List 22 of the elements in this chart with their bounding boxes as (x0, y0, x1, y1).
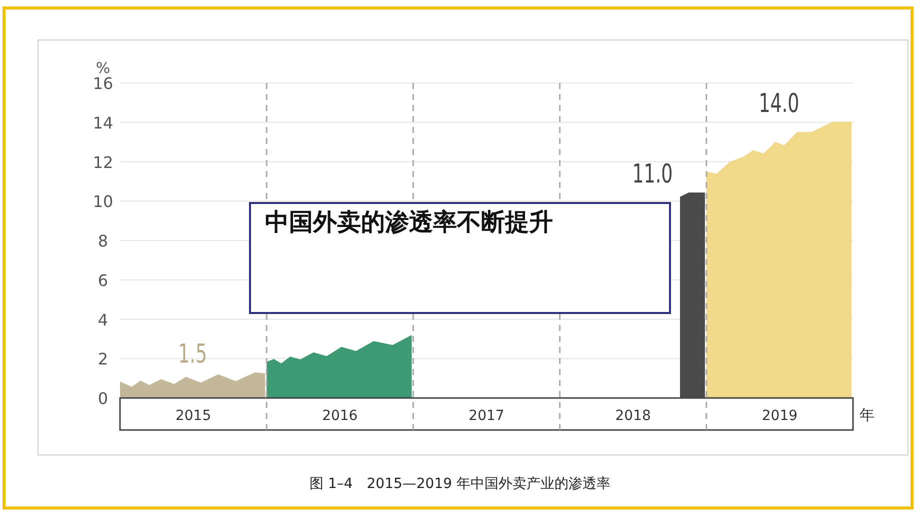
y-axis-title: % (96, 59, 110, 77)
y-tick-label: 12 (92, 152, 114, 172)
y-tick-label: 8 (98, 232, 108, 250)
y-tick-label: 6 (98, 270, 108, 290)
y-tick-label: 0 (98, 389, 108, 408)
annotation: 11.0 (632, 159, 673, 190)
x-tick-label: 2018 (615, 408, 651, 424)
x-tick-label: 2019 (762, 408, 798, 424)
y-tick-label: 2 (98, 350, 108, 369)
annotation: 14.0 (758, 88, 800, 119)
x-tick-label: 2015 (175, 408, 212, 424)
x-tick-label: 2017 (468, 408, 504, 424)
y-tick-label: 4 (98, 310, 108, 330)
caption: 图 1–4 2015—2019 年中国外卖产业的渗透率 (310, 476, 610, 492)
x-axis-title: 年 (860, 406, 874, 424)
y-tick-label: 10 (92, 192, 114, 212)
y-tick-label: 14 (92, 113, 114, 132)
annotation: 1.5 (178, 339, 208, 370)
title-box: 中国外卖的渗透率不断提升 (249, 202, 671, 314)
x-tick-label: 2016 (322, 408, 358, 424)
y-tick-label: 16 (92, 74, 114, 93)
text: 中国外卖的渗透率不断提升 (265, 208, 553, 236)
